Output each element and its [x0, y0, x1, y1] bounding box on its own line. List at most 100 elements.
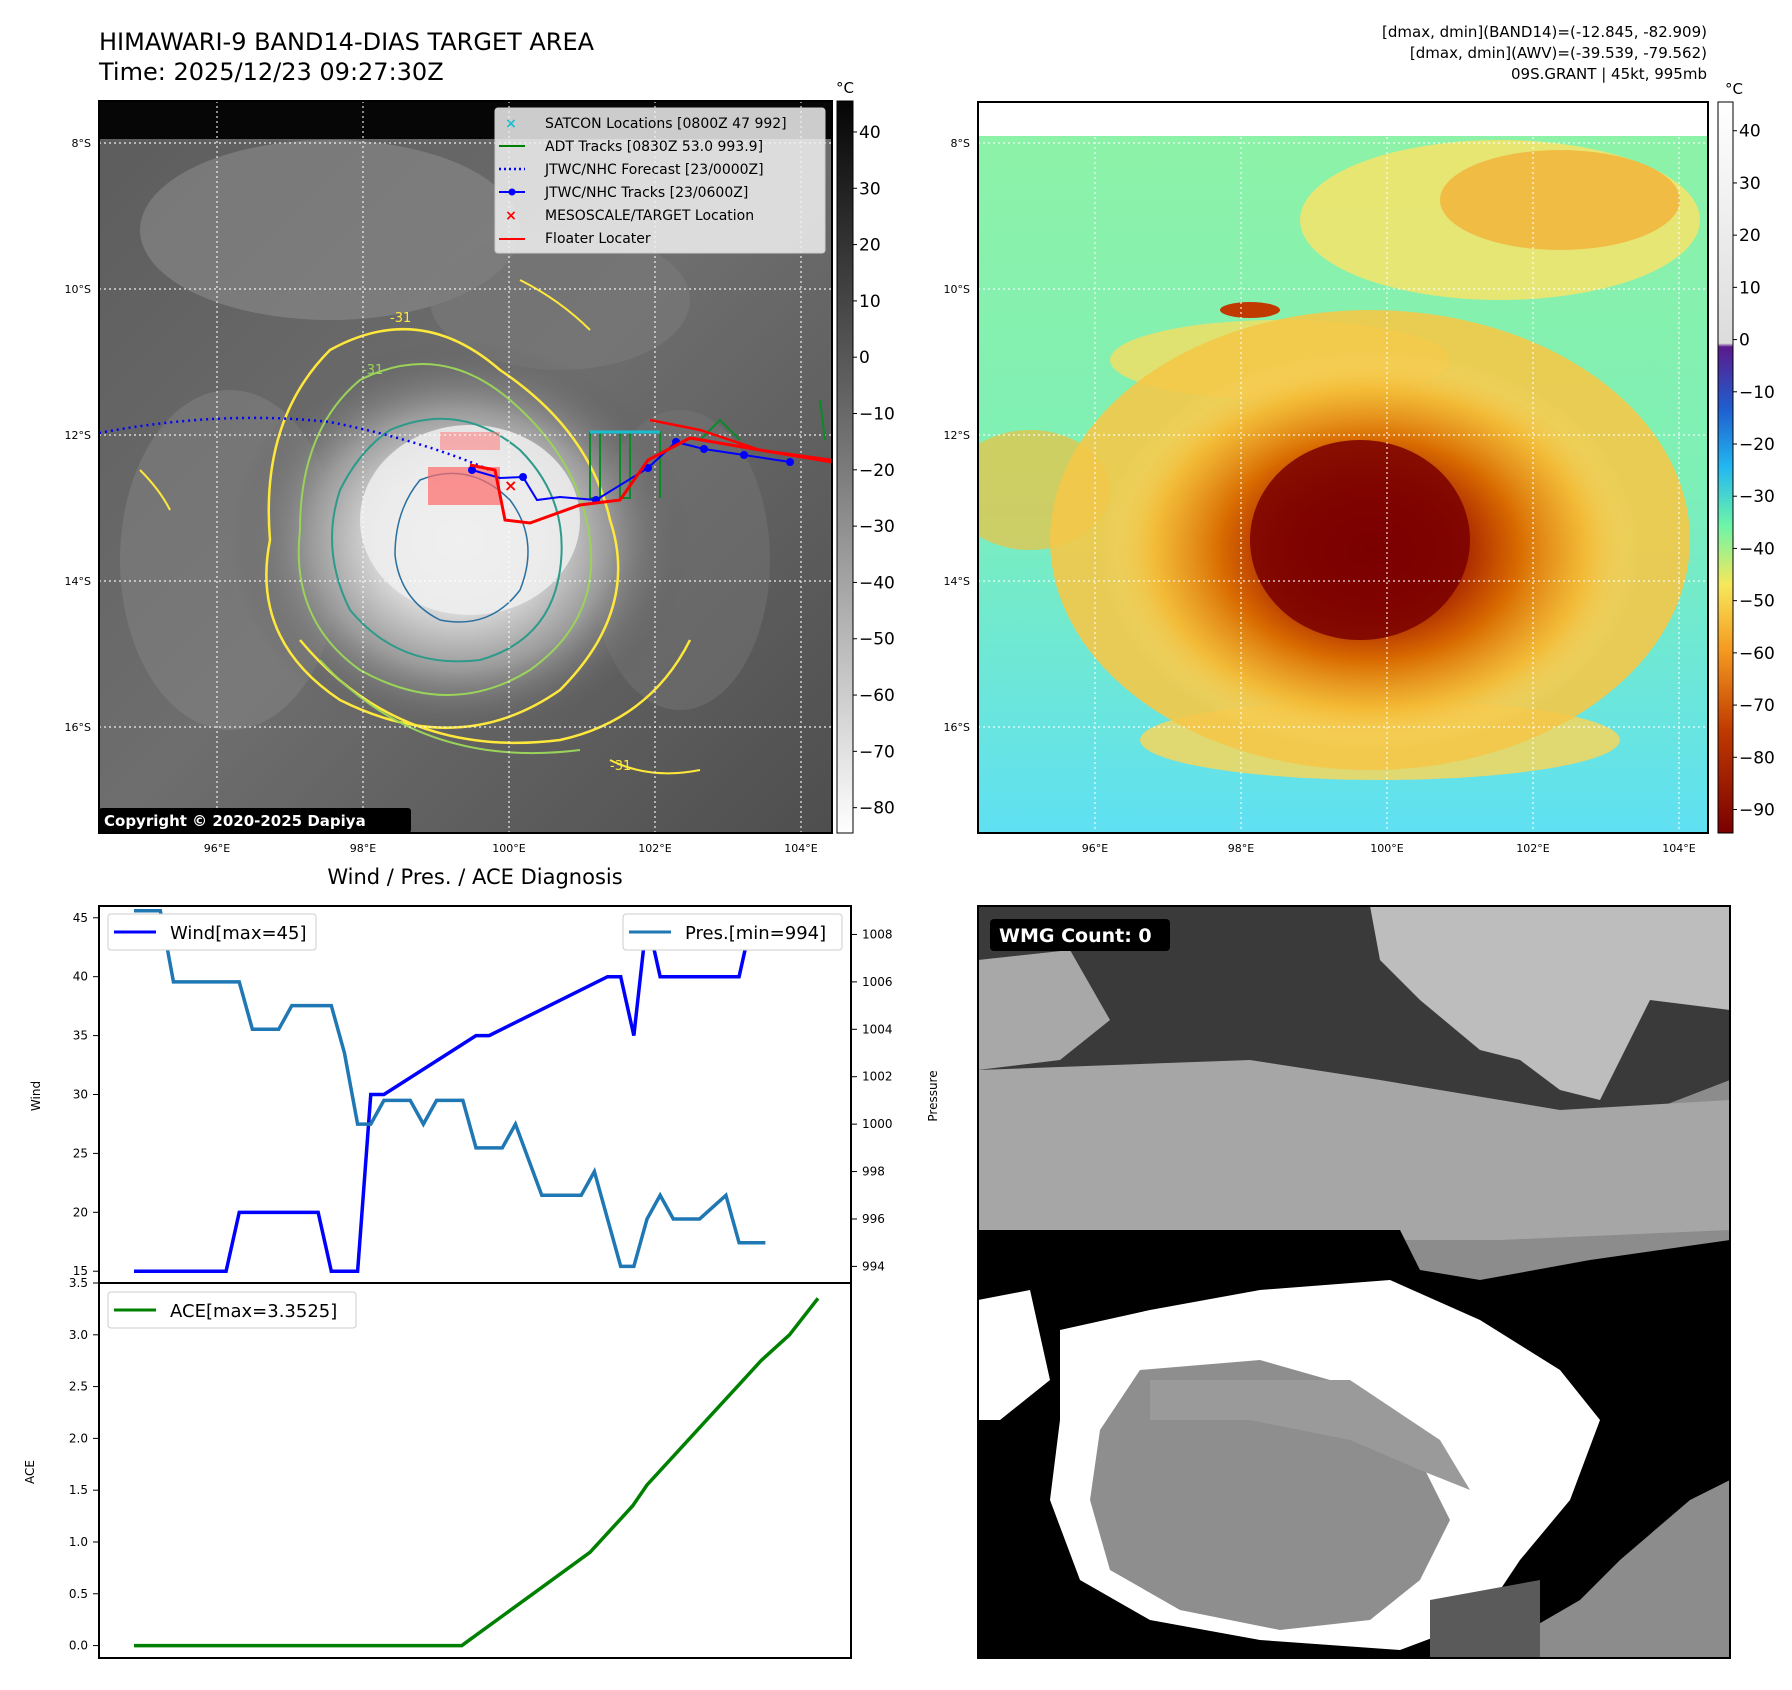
ace-line	[134, 1297, 820, 1648]
copyright-box	[99, 808, 411, 833]
storm-info: 09S.GRANT | 45kt, 995mb	[1511, 65, 1707, 83]
wmg-panel: WMG Count: 0	[977, 905, 1731, 1659]
awv-colorbar-unit: °C	[1725, 80, 1743, 98]
ir-lat-label: 10°S	[65, 283, 91, 296]
pressure-ylabel: Pressure	[926, 1070, 940, 1121]
awv-colorbar-tick-label: −60	[1739, 644, 1775, 664]
ace-ytick-label: 0.5	[69, 1587, 88, 1601]
awv-colorbar-tick-label: 10	[1739, 278, 1761, 298]
ir-colorbar-tick-label: 10	[859, 292, 881, 312]
pressure-ytick-label: 998	[862, 1165, 885, 1179]
awv-lat-label: 10°S	[944, 283, 970, 296]
stats-band14: [dmax, dmin](BAND14)=(-12.845, -82.909)	[1382, 23, 1707, 41]
wmg-count-label: WMG Count: 0	[999, 925, 1152, 947]
pressure-ytick-label: 1004	[862, 1022, 893, 1036]
ace-legend-label: ACE[max=3.3525]	[170, 1301, 337, 1322]
ace-ytick-label: 3.5	[69, 1276, 88, 1290]
ir-lat-label: 8°S	[72, 137, 91, 150]
ace-ytick-label: 3.0	[69, 1328, 88, 1342]
ace-ytick-label: 2.5	[69, 1380, 88, 1394]
ir-colorbar-tick-label: 40	[859, 123, 881, 143]
wind-legend-label: Wind[max=45]	[170, 923, 307, 944]
legend-item-floater: Floater Locater	[545, 231, 651, 247]
ir-colorbar-tick-label: −30	[859, 517, 895, 537]
ace-ytick-label: 1.0	[69, 1535, 88, 1549]
pressure-ytick-label: 1000	[862, 1117, 893, 1131]
pressure-ytick-label: 1008	[862, 927, 893, 941]
ir-colorbar-tick-label: −40	[859, 573, 895, 593]
wmg-count-box	[990, 919, 1170, 951]
wind-ytick-label: 35	[73, 1029, 88, 1043]
awv-lon-label: 102°E	[1516, 842, 1549, 855]
ir-colorbar-tick-label: −20	[859, 461, 895, 481]
ace-legend: ACE[max=3.3525]	[107, 1291, 357, 1329]
ir-lat-label: 16°S	[65, 721, 91, 734]
legend-item-forecast: JTWC/NHC Forecast [23/0000Z]	[544, 162, 764, 178]
awv-colorbar-tick-label: −50	[1739, 592, 1775, 612]
ace-ytick-label: 1.5	[69, 1483, 88, 1497]
pressure-ytick-label: 1002	[862, 1070, 893, 1084]
target-marker: ×	[504, 476, 517, 495]
ir-colorbar-ticks: 40 30 20 10 0 −10 −20 −30 −40 −50 −60 −70 −80	[853, 123, 895, 819]
ir-legend: × × SATCON Locations [0800Z 47 992] ADT …	[494, 107, 826, 254]
contour-label-3: -31	[610, 759, 631, 774]
awv-lat-label: 16°S	[944, 721, 970, 734]
wind-ytick-label: 30	[73, 1088, 88, 1102]
ir-colorbar-tick-label: −80	[859, 799, 895, 819]
awv-lon-label: 98°E	[1228, 842, 1254, 855]
ir-lat-labels: 8°S 10°S 12°S 14°S 16°S	[65, 137, 91, 734]
legend-item-tracks: JTWC/NHC Tracks [23/0600Z]	[544, 185, 748, 201]
ace-ylabel: ACE	[23, 1460, 37, 1484]
awv-colorbar-tick-label: −80	[1739, 748, 1775, 768]
pressure-legend: Pres.[min=994]	[622, 913, 843, 951]
wind-pressure-lines	[134, 908, 818, 1273]
legend-item-satcon: SATCON Locations [0800Z 47 992]	[545, 116, 787, 132]
legend-item-target: MESOSCALE/TARGET Location	[545, 208, 754, 224]
legend-marker-satcon: ×	[505, 116, 517, 132]
awv-colorbar-tick-label: −40	[1739, 539, 1775, 559]
awv-lat-label: 8°S	[951, 137, 970, 150]
wind-yticks: 15 20 25 30 35 40 45	[73, 911, 99, 1278]
awv-lat-labels: 8°S 10°S 12°S 14°S 16°S	[944, 137, 970, 734]
legend-item-adt: ADT Tracks [0830Z 53.0 993.9]	[545, 139, 763, 155]
figure-time: Time: 2025/12/23 09:27:30Z	[98, 58, 444, 86]
pressure-ytick-label: 996	[862, 1212, 885, 1226]
pressure-ytick-label: 994	[862, 1259, 885, 1273]
pressure-line	[134, 908, 766, 1269]
wind-legend: Wind[max=45]	[107, 913, 317, 951]
ir-colorbar-tick-label: 0	[859, 348, 870, 368]
awv-lat-label: 14°S	[944, 575, 970, 588]
wind-ytick-label: 40	[73, 970, 88, 984]
ir-lon-label: 100°E	[492, 842, 525, 855]
awv-lon-label: 100°E	[1370, 842, 1403, 855]
ir-lat-label: 12°S	[65, 429, 91, 442]
ir-colorbar-tick-label: −70	[859, 742, 895, 762]
wind-pressure-chart: Wind / Pres. / ACE Diagnosis Wind Pressu…	[29, 865, 940, 1284]
awv-lat-label: 12°S	[944, 429, 970, 442]
ir-lon-label: 104°E	[784, 842, 817, 855]
ace-ytick-label: 0.0	[69, 1639, 88, 1653]
awv-colorbar-tick-label: −30	[1739, 487, 1775, 507]
ir-panel: × -31 -31 -31 × × SATCON Locations [0800…	[65, 79, 895, 855]
figure-title: HIMAWARI-9 BAND14-DIAS TARGET AREA	[99, 28, 595, 56]
awv-colorbar-tick-label: 0	[1739, 331, 1750, 351]
ir-lon-label: 102°E	[638, 842, 671, 855]
ir-colorbar-tick-label: 30	[859, 179, 881, 199]
legend-marker-target: ×	[505, 208, 517, 224]
awv-lon-label: 96°E	[1082, 842, 1108, 855]
ir-colorbar	[836, 100, 854, 834]
ace-ytick-label: 2.0	[69, 1431, 88, 1445]
wind-ytick-label: 25	[73, 1146, 88, 1160]
wind-ylabel: Wind	[29, 1081, 43, 1111]
awv-lon-label: 104°E	[1662, 842, 1695, 855]
ir-colorbar-unit: °C	[836, 79, 854, 97]
awv-colorbar-tick-label: −90	[1739, 801, 1775, 821]
ace-yticks: 0.0 0.5 1.0 1.5 2.0 2.5 3.0 3.5	[69, 1276, 99, 1653]
pressure-legend-label: Pres.[min=994]	[685, 923, 826, 944]
awv-colorbar-tick-label: −20	[1739, 435, 1775, 455]
ace-chart: ACE 0.0 0.5 1.0 1.5 2.0 2.5 3.0 3.5 ACE[max=3.3…	[23, 1276, 852, 1659]
awv-colorbar	[1717, 101, 1734, 834]
awv-colorbar-tick-label: −70	[1739, 696, 1775, 716]
contour-label-1: -31	[390, 311, 411, 326]
